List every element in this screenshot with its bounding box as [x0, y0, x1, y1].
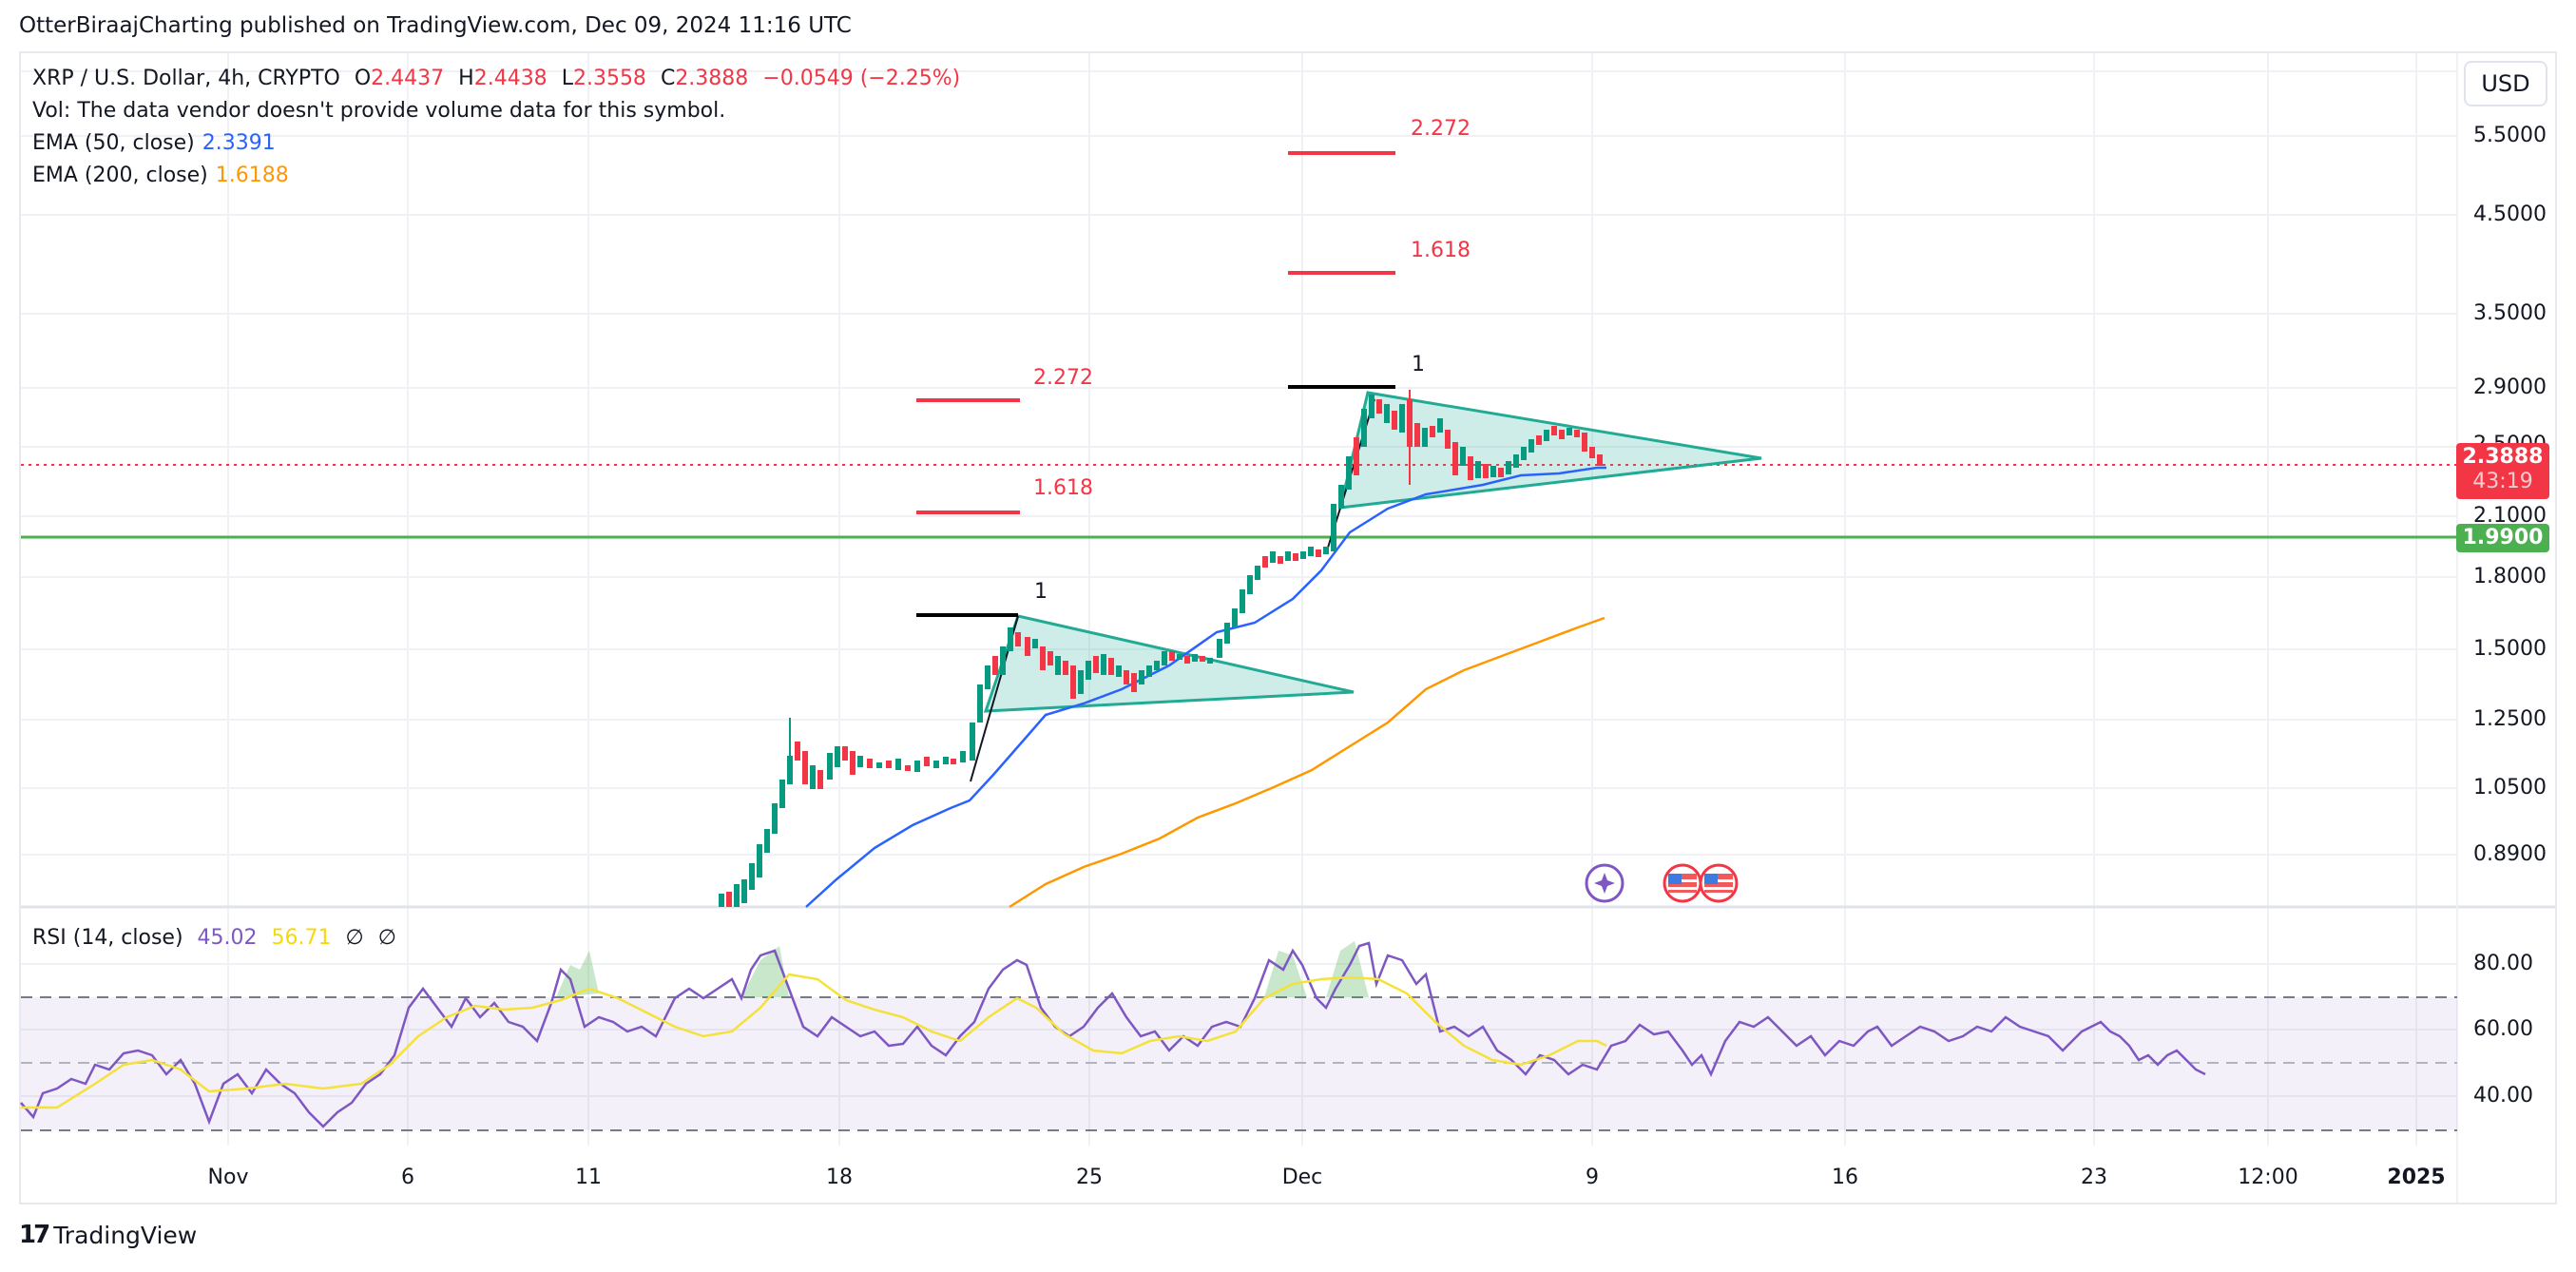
support-price-tag: 1.9900 [2456, 524, 2549, 552]
ema50-legend[interactable]: EMA (50, close) 2.3391 [32, 131, 276, 155]
event-star-icon[interactable] [1585, 863, 1624, 903]
rsi-legend[interactable]: RSI (14, close) 45.02 56.71 ∅ ∅ [32, 926, 396, 950]
currency-button[interactable]: USD [2464, 61, 2547, 106]
change-value: −0.0549 (−2.25%) [762, 67, 961, 90]
fib2-1-label: 1 [1412, 353, 1425, 376]
us-flag-icon[interactable] [1663, 863, 1702, 903]
time-grid [227, 53, 2417, 1146]
ema200-line [1009, 616, 1605, 909]
rsi-line [20, 941, 2206, 1128]
fib2-2272-label: 2.272 [1411, 117, 1471, 141]
chart-frame [19, 51, 2557, 1205]
fib1-1618-label: 1.618 [1033, 476, 1093, 500]
publish-info: OtterBiraajCharting published on Trading… [19, 13, 852, 38]
symbol-legend: XRP / U.S. Dollar, 4h, CRYPTO O2.4437 H2… [32, 67, 961, 90]
candles [719, 390, 1603, 907]
us-flag-icon[interactable] [1699, 863, 1739, 903]
bar-countdown: 43:19 [2472, 470, 2533, 493]
fib1-1-label: 1 [1034, 580, 1048, 604]
current-price-tag: 2.3888 43:19 [2456, 443, 2549, 499]
rsi-ma-line [21, 973, 1607, 1109]
tradingview-logo-icon: 17 [19, 1221, 50, 1249]
fib2-1618-label: 1.618 [1411, 239, 1471, 262]
ema200-legend[interactable]: EMA (200, close) 1.6188 [32, 164, 289, 187]
ema50-line [805, 466, 1606, 908]
symbol-title[interactable]: XRP / U.S. Dollar, 4h, CRYPTO [32, 67, 340, 90]
tradingview-logo[interactable]: 17 TradingView [19, 1221, 198, 1249]
fib1-2272-label: 2.272 [1033, 366, 1093, 390]
volume-note: Vol: The data vendor doesn't provide vol… [32, 99, 726, 123]
